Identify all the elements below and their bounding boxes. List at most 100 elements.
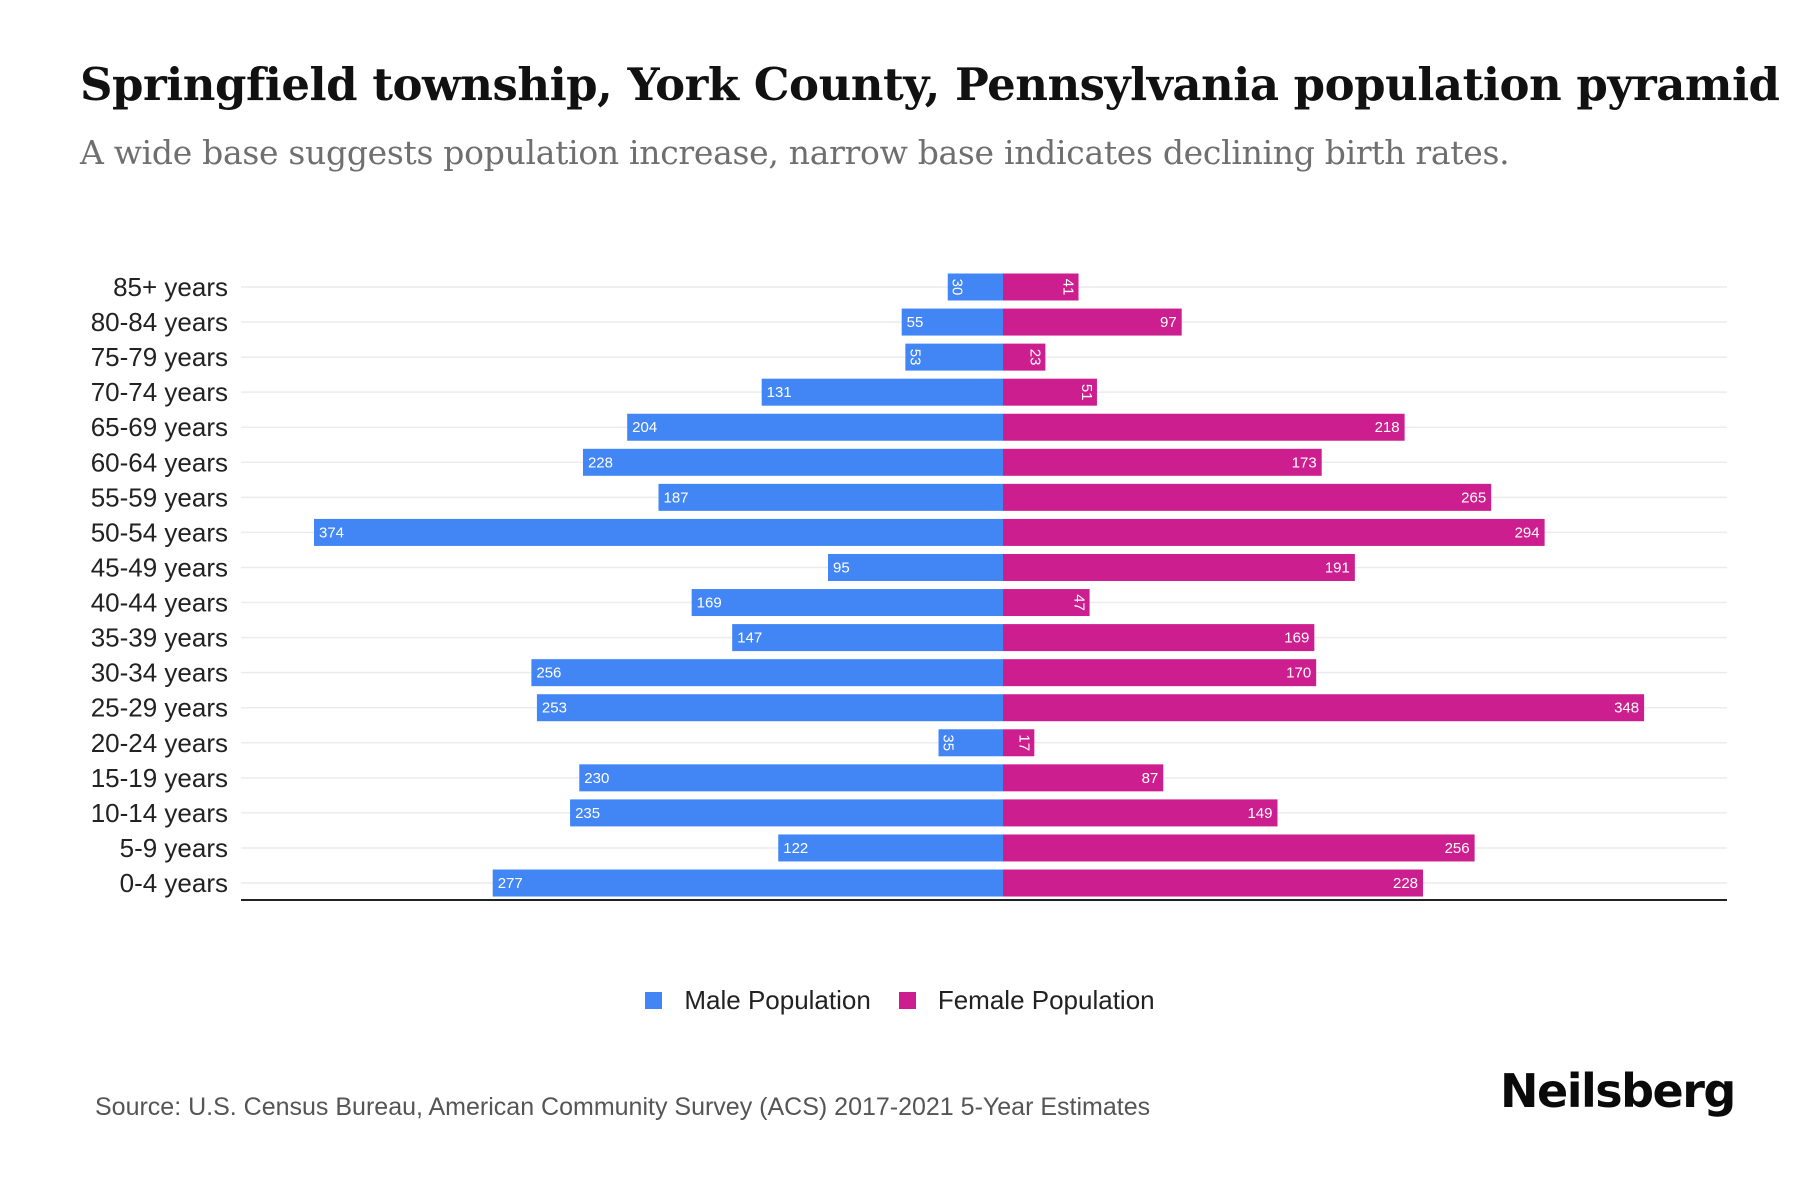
female-bar[interactable] [1003,764,1164,792]
legend-item-female[interactable]: Female Population [898,985,1155,1016]
female-value-label: 170 [1286,665,1311,682]
female-bar[interactable] [1003,729,1035,757]
male-value-label: 30 [949,279,966,296]
female-value-label: 87 [1142,770,1159,787]
female-value-label: 348 [1614,700,1639,717]
female-bar-group[interactable]: 149 [1003,799,1278,827]
male-bar-group[interactable]: 53 [905,343,1003,371]
female-bar-group[interactable]: 218 [1003,413,1405,441]
female-bar[interactable] [1003,659,1317,687]
female-bar-group[interactable]: 47 [1003,589,1090,617]
female-bar-group[interactable]: 191 [1003,553,1355,581]
male-bar[interactable] [778,834,1003,862]
male-bar[interactable] [732,624,1003,652]
female-bar[interactable] [1003,343,1046,371]
female-value-label: 149 [1247,805,1272,822]
female-bar[interactable] [1003,448,1322,476]
female-bar[interactable] [1003,834,1475,862]
male-bar[interactable] [947,273,1003,301]
source-note: Source: U.S. Census Bureau, American Com… [95,1093,1151,1121]
chart-title: Springfield township, York County, Penns… [80,58,1780,111]
male-bar-group[interactable]: 147 [732,624,1003,652]
male-bar[interactable] [531,659,1003,687]
male-value-label: 256 [536,665,561,682]
female-bar-group[interactable]: 256 [1003,834,1475,862]
male-bar-group[interactable]: 277 [492,869,1003,897]
category-label: 80-84 years [91,307,228,337]
male-bar[interactable] [570,799,1003,827]
female-bar-group[interactable]: 228 [1003,869,1424,897]
female-bar[interactable] [1003,869,1424,897]
category-label: 50-54 years [91,517,228,547]
male-bar-group[interactable]: 230 [579,764,1003,792]
female-value-label: 51 [1078,384,1095,401]
female-bar-group[interactable]: 23 [1003,343,1046,371]
female-bar-group[interactable]: 169 [1003,624,1315,652]
bars: 30 41 55 97 53 23 131 51 204 218 228 173 187 265 374 29… [314,273,1645,897]
female-value-label: 41 [1060,279,1077,296]
male-bar-group[interactable]: 95 [827,553,1003,581]
female-bar-group[interactable]: 51 [1003,378,1097,406]
male-bar[interactable] [901,308,1003,336]
male-bar[interactable] [627,413,1003,441]
male-bar[interactable] [938,729,1003,757]
male-bar-group[interactable]: 30 [947,273,1003,301]
female-bar[interactable] [1003,413,1405,441]
male-bar-group[interactable]: 122 [778,834,1003,862]
male-value-label: 122 [783,840,808,857]
male-value-label: 253 [542,700,567,717]
male-bar[interactable] [536,694,1003,722]
female-bar-group[interactable]: 294 [1003,518,1545,546]
male-bar[interactable] [314,518,1003,546]
category-label: 75-79 years [91,342,228,372]
female-bar[interactable] [1003,624,1315,652]
male-bar[interactable] [582,448,1003,476]
female-bar-group[interactable]: 41 [1003,273,1079,301]
female-value-label: 265 [1461,489,1486,506]
female-bar-group[interactable]: 173 [1003,448,1322,476]
male-bar-group[interactable]: 374 [314,518,1003,546]
male-bar-group[interactable]: 169 [691,589,1003,617]
female-bar-group[interactable]: 170 [1003,659,1317,687]
male-bar[interactable] [658,483,1004,511]
female-bar-group[interactable]: 348 [1003,694,1645,722]
male-bar[interactable] [761,378,1003,406]
male-bar-group[interactable]: 55 [901,308,1003,336]
gridlines [241,286,1727,884]
male-bar-group[interactable]: 187 [658,483,1004,511]
male-value-label: 235 [575,805,600,822]
female-bar-group[interactable]: 97 [1003,308,1182,336]
male-value-label: 55 [907,314,924,331]
female-bar[interactable] [1003,378,1097,406]
male-bar-group[interactable]: 235 [570,799,1003,827]
female-bar[interactable] [1003,483,1492,511]
male-bar-group[interactable]: 131 [761,378,1003,406]
legend-label-male: Male Population [684,985,871,1015]
male-bar-group[interactable]: 228 [582,448,1003,476]
female-value-label: 97 [1160,314,1177,331]
category-label: 30-34 years [91,658,228,688]
female-bar[interactable] [1003,694,1645,722]
legend-item-male[interactable]: Male Population [645,985,871,1016]
male-bar-group[interactable]: 253 [536,694,1003,722]
male-bar[interactable] [579,764,1003,792]
female-bar[interactable] [1003,518,1545,546]
female-bar-group[interactable]: 17 [1003,729,1035,757]
male-bar[interactable] [905,343,1003,371]
male-bar[interactable] [691,589,1003,617]
legend-label-female: Female Population [937,985,1155,1015]
male-bar-group[interactable]: 35 [938,729,1003,757]
male-bar[interactable] [827,553,1003,581]
female-bar-group[interactable]: 265 [1003,483,1492,511]
female-bar[interactable] [1003,553,1355,581]
male-bar-group[interactable]: 204 [627,413,1003,441]
male-bar-group[interactable]: 256 [531,659,1003,687]
male-bar[interactable] [492,869,1003,897]
female-bar[interactable] [1003,799,1278,827]
female-bar[interactable] [1003,308,1182,336]
legend-swatch-male [645,992,663,1009]
female-bar[interactable] [1003,589,1090,617]
female-bar[interactable] [1003,273,1079,301]
male-value-label: 228 [588,454,613,471]
female-bar-group[interactable]: 87 [1003,764,1164,792]
